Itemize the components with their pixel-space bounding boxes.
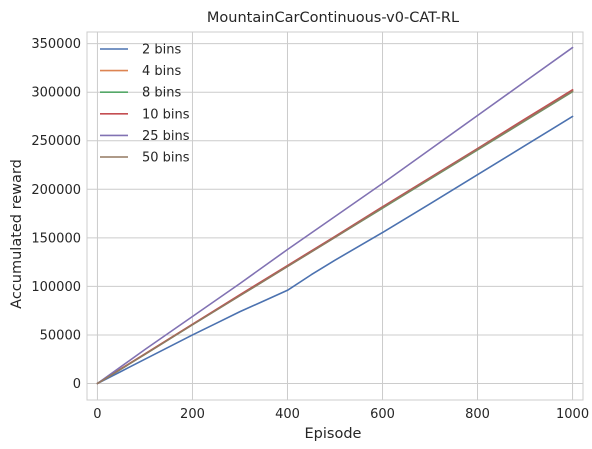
y-tick-label: 0: [73, 377, 81, 392]
legend-entry-label: 2 bins: [142, 43, 182, 58]
legend-entry-label: 8 bins: [142, 86, 182, 101]
legend-entry-label: 50 bins: [142, 151, 190, 166]
grid: [86, 31, 584, 401]
legend: 2 bins 4 bins 8 bins 10 bins 25 bins 50 bins: [100, 43, 190, 166]
legend-entry-label: 4 bins: [142, 64, 182, 79]
y-axis-label: Accumulated reward: [9, 159, 25, 309]
x-tick-label: 400: [275, 407, 300, 422]
series-line-50-bins: [96, 90, 574, 385]
y-tick-label: 250000: [31, 134, 81, 149]
y-tick-label: 100000: [31, 280, 81, 295]
x-tick-label: 200: [180, 407, 205, 422]
series-lines: [96, 46, 574, 385]
x-axis-label: Episode: [305, 426, 362, 442]
tick-labels: 0 200 400 600 800 1000 0 50000 100000 150000 20000…: [31, 37, 589, 422]
y-tick-label: 150000: [31, 231, 81, 246]
y-tick-label: 200000: [31, 183, 81, 198]
x-tick-label: 800: [465, 407, 490, 422]
y-tick-label: 300000: [31, 86, 81, 101]
x-tick-label: 1000: [556, 407, 589, 422]
chart-title: MountainCarContinuous-v0-CAT-RL: [207, 10, 459, 26]
series-line-2-bins: [96, 115, 574, 385]
plot-frame: [86, 31, 584, 401]
x-tick-label: 0: [93, 407, 101, 422]
y-tick-label: 50000: [40, 328, 81, 343]
legend-entry-label: 25 bins: [142, 129, 190, 144]
series-line-25-bins: [96, 46, 574, 385]
y-tick-label: 350000: [31, 37, 81, 52]
x-tick-label: 600: [370, 407, 395, 422]
legend-entry-label: 10 bins: [142, 107, 190, 122]
